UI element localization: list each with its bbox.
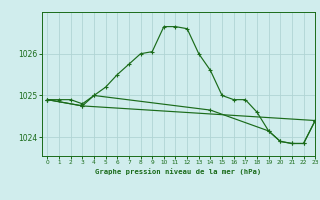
X-axis label: Graphe pression niveau de la mer (hPa): Graphe pression niveau de la mer (hPa) xyxy=(95,168,261,175)
